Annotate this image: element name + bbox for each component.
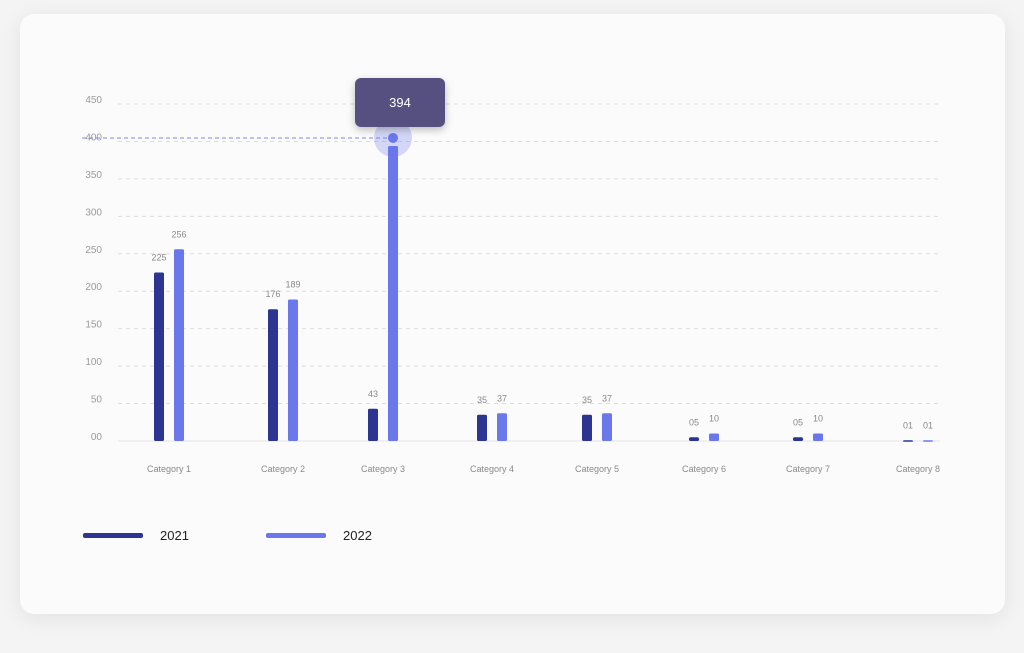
y-tick-label: 400 xyxy=(85,132,102,143)
y-tick-label: 250 xyxy=(85,245,102,256)
y-tick-label: 50 xyxy=(91,395,103,406)
bar-2021 xyxy=(793,437,803,441)
bar-2022 xyxy=(813,433,823,441)
bar-2021 xyxy=(368,408,378,441)
data-label: 43 xyxy=(368,389,378,399)
data-label: 05 xyxy=(793,417,803,427)
bar-2022 xyxy=(497,413,507,441)
x-tick-label: Category 4 xyxy=(470,464,514,474)
data-label: 10 xyxy=(813,414,823,424)
data-label: 225 xyxy=(151,253,166,263)
highlight-point xyxy=(388,132,398,143)
data-label: 01 xyxy=(903,420,913,430)
bar-2022 xyxy=(174,249,184,441)
bar-2021 xyxy=(689,437,699,441)
y-tick-label: 100 xyxy=(85,357,102,368)
x-tick-label: Category 5 xyxy=(575,464,619,474)
bar-2021 xyxy=(268,309,278,441)
data-label: 176 xyxy=(265,289,280,299)
legend-label: 2021 xyxy=(160,528,189,543)
bar-2021 xyxy=(903,440,913,442)
y-tick-label: 200 xyxy=(85,282,102,293)
bar-2021 xyxy=(154,272,164,441)
y-tick-label: 00 xyxy=(91,432,103,443)
x-tick-label: Category 6 xyxy=(682,464,726,474)
tooltip-value: 394 xyxy=(389,95,411,110)
y-tick-label: 350 xyxy=(85,170,102,181)
data-label: 37 xyxy=(602,393,612,403)
data-label: 10 xyxy=(709,414,719,424)
bar-2022 xyxy=(709,433,719,441)
x-tick-label: Category 3 xyxy=(361,464,405,474)
y-tick-label: 150 xyxy=(85,320,102,331)
y-tick-label: 300 xyxy=(85,207,102,218)
chart-card xyxy=(20,14,1005,614)
x-tick-label: Category 2 xyxy=(261,464,305,474)
data-label: 35 xyxy=(582,395,592,405)
bar-2021 xyxy=(582,414,592,441)
x-tick-label: Category 1 xyxy=(147,464,191,474)
data-label: 189 xyxy=(285,279,300,289)
x-tick-label: Category 7 xyxy=(786,464,830,474)
data-label: 35 xyxy=(477,395,487,405)
bar-2022 xyxy=(602,413,612,441)
tooltip: 394 xyxy=(355,78,445,127)
x-tick-label: Category 8 xyxy=(896,464,940,474)
data-label: 01 xyxy=(923,420,933,430)
legend-item-2022[interactable]: 2022 xyxy=(266,528,372,543)
bar-2022 xyxy=(288,299,298,441)
bar-2022 xyxy=(923,440,933,442)
legend-item-2021[interactable]: 2021 xyxy=(83,528,189,543)
bar-2022 xyxy=(388,145,398,441)
y-tick-label: 450 xyxy=(85,95,102,106)
bar-2021 xyxy=(477,414,487,441)
data-label: 37 xyxy=(497,393,507,403)
legend-swatch-2022 xyxy=(266,533,326,538)
legend-label: 2022 xyxy=(343,528,372,543)
data-label: 256 xyxy=(171,229,186,239)
data-label: 05 xyxy=(689,417,699,427)
legend-swatch-2021 xyxy=(83,533,143,538)
